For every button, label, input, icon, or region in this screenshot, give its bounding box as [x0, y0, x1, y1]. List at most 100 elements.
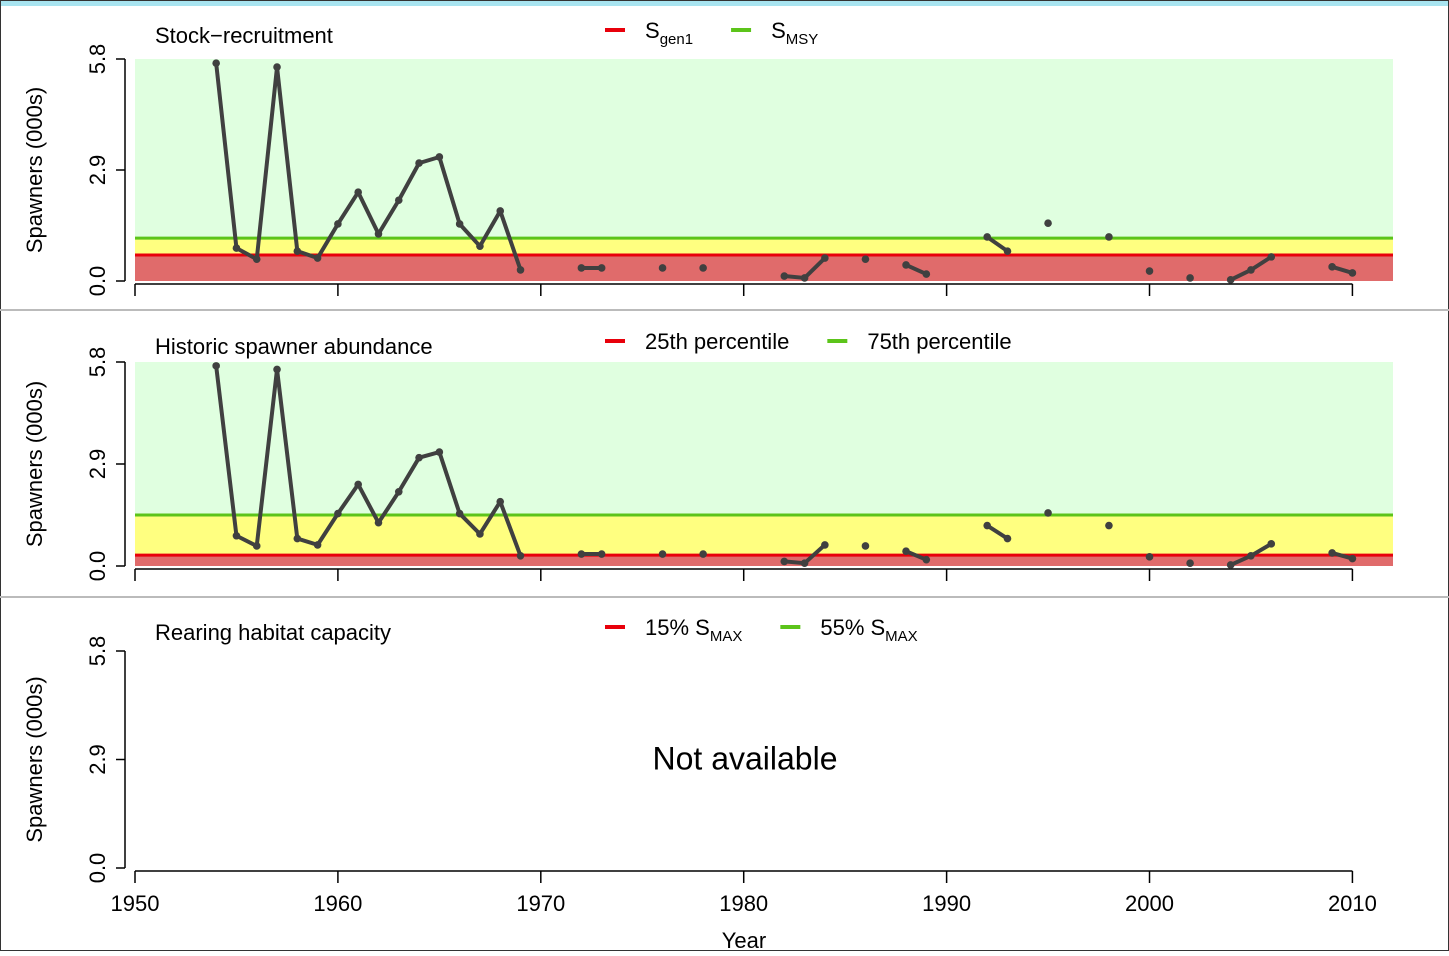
- data-point: [800, 559, 809, 567]
- data-point: [1247, 266, 1255, 274]
- data-point: [1105, 521, 1113, 530]
- data-point: [313, 254, 322, 262]
- annotation: Not available: [653, 741, 838, 777]
- data-point: [354, 480, 362, 489]
- data-point: [293, 247, 302, 255]
- data-point: [1267, 540, 1276, 548]
- data-point: [577, 264, 586, 272]
- data-point: [861, 542, 870, 550]
- y-tick-label: 2.9: [85, 744, 110, 775]
- data-point: [821, 254, 829, 262]
- data-point: [922, 270, 931, 278]
- panel-title: Rearing habitat capacity: [155, 620, 391, 645]
- top-strip: [0, 0, 1449, 6]
- panel-title: Stock−recruitment: [155, 23, 333, 48]
- data-point: [1044, 219, 1052, 228]
- legend-label: SMSY: [771, 18, 818, 48]
- data-point: [415, 453, 423, 462]
- data-point: [780, 557, 789, 566]
- y-axis-label: Spawners (000s): [22, 87, 47, 253]
- data-point: [1105, 233, 1113, 241]
- band: [135, 362, 1393, 515]
- legend-sub: MAX: [885, 628, 918, 645]
- data-point: [455, 509, 464, 518]
- data-point: [1267, 253, 1276, 261]
- data-point: [212, 362, 220, 370]
- data-point: [1003, 247, 1012, 255]
- x-tick-label: 1970: [516, 891, 565, 916]
- data-point: [902, 261, 910, 269]
- data-point: [516, 552, 525, 560]
- legend-name: 75th percentile: [867, 329, 1011, 354]
- legend-label: 55% SMAX: [820, 615, 917, 645]
- data-point: [658, 264, 667, 272]
- x-tick-label: 1990: [922, 891, 971, 916]
- data-point: [597, 264, 606, 272]
- data-point: [1186, 274, 1194, 282]
- data-point: [902, 547, 910, 556]
- data-point: [800, 274, 809, 282]
- band: [135, 238, 1393, 255]
- data-point: [394, 487, 403, 496]
- data-point: [455, 220, 464, 228]
- data-point: [273, 365, 281, 374]
- data-point: [577, 550, 586, 558]
- data-point: [1145, 267, 1154, 275]
- data-point: [983, 233, 991, 241]
- data-point: [313, 541, 322, 549]
- data-point: [252, 255, 261, 263]
- data-point: [273, 63, 281, 71]
- band: [135, 555, 1393, 566]
- data-point: [922, 555, 931, 564]
- data-point: [354, 188, 362, 196]
- y-tick-label: 0.0: [85, 853, 110, 884]
- legend-label: Sgen1: [645, 18, 693, 48]
- data-point: [232, 531, 241, 540]
- data-point: [1247, 552, 1255, 560]
- data-point: [293, 534, 302, 543]
- y-tick-label: 2.9: [85, 155, 110, 186]
- data-point: [212, 59, 220, 68]
- y-tick-label: 2.9: [85, 449, 110, 480]
- data-point: [435, 153, 444, 161]
- legend-label: 15% SMAX: [645, 615, 742, 645]
- band: [135, 59, 1393, 239]
- x-tick-label: 2010: [1328, 891, 1377, 916]
- data-point: [658, 550, 667, 558]
- data-point: [334, 509, 342, 518]
- legend-name: 55% S: [820, 615, 885, 640]
- data-point: [374, 518, 383, 527]
- data-point: [1003, 534, 1012, 543]
- legend-name: 25th percentile: [645, 329, 789, 354]
- data-point: [597, 550, 606, 558]
- data-point: [699, 264, 707, 272]
- panel-title: Historic spawner abundance: [155, 334, 433, 359]
- y-axis-label: Spawners (000s): [22, 381, 47, 547]
- data-point: [334, 220, 342, 228]
- legend-name: S: [645, 18, 660, 43]
- data-point: [415, 159, 423, 167]
- data-point: [1145, 553, 1154, 561]
- data-point: [232, 244, 241, 252]
- data-point: [1226, 561, 1235, 569]
- legend-name: 15% S: [645, 615, 710, 640]
- data-point: [476, 242, 484, 250]
- data-point: [1328, 263, 1336, 271]
- legend-sub: MAX: [710, 628, 743, 645]
- data-point: [394, 196, 403, 205]
- data-point: [861, 255, 870, 263]
- data-point: [821, 541, 829, 549]
- data-point: [983, 521, 991, 530]
- legend-sub: gen1: [660, 31, 693, 48]
- data-point: [1348, 269, 1357, 277]
- data-point: [699, 550, 707, 558]
- data-point: [252, 542, 261, 550]
- data-point: [374, 230, 383, 238]
- legend-sub: MSY: [786, 31, 819, 48]
- band: [135, 254, 1393, 281]
- x-tick-label: 1960: [313, 891, 362, 916]
- y-tick-label: 5.8: [85, 347, 110, 378]
- legend-name: S: [771, 18, 786, 43]
- data-point: [1348, 554, 1357, 563]
